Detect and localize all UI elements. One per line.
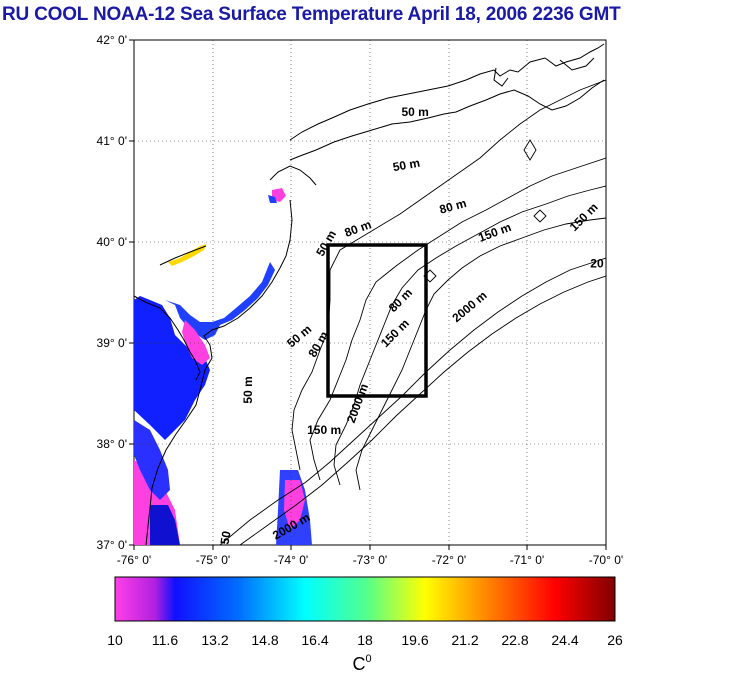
coastline <box>134 43 605 545</box>
colorbar: 10 11.6 13.2 14.8 16.4 18 19.6 21.2 22.8 24.4 26 C… <box>107 576 623 674</box>
colorbar-tick-label: 16.4 <box>301 632 328 648</box>
colorbar-tick-label: 26 <box>607 632 623 648</box>
grid <box>134 40 606 545</box>
contour-label: 50 <box>218 530 234 546</box>
colorbar-tick-label: 21.2 <box>451 632 478 648</box>
contour-label: 80 m <box>438 196 468 217</box>
contour-label: 50 m <box>402 105 429 119</box>
colorbar-tick-label: 18 <box>357 632 373 648</box>
colorbar-tick-label: 14.8 <box>251 632 278 648</box>
lat-tick-42: 42° 0' <box>97 33 127 47</box>
lon-tick-73: -73° 0' <box>353 553 387 567</box>
axis-tick-marks <box>129 39 607 550</box>
contour-label: 150 m <box>307 423 341 437</box>
lon-tick-71: -71° 0' <box>510 553 544 567</box>
lon-tick-72: -72° 0' <box>432 553 466 567</box>
colorbar-tick-label: 11.6 <box>152 632 178 648</box>
study-area-box <box>326 243 428 398</box>
lat-tick-41: 41° 0' <box>97 134 127 148</box>
lat-tick-40: 40° 0' <box>97 235 127 249</box>
lat-tick-38: 38° 0' <box>97 437 127 451</box>
colorbar-tick-label: 19.6 <box>401 632 428 648</box>
lat-tick-39: 39° 0' <box>97 336 127 350</box>
lon-tick-76: -76° 0' <box>117 553 151 567</box>
lon-tick-74: -74° 0' <box>274 553 308 567</box>
colorbar-ticks: 10 11.6 13.2 14.8 16.4 18 19.6 21.2 22.8 24.4 26 <box>107 632 623 648</box>
colorbar-tick-label: 22.8 <box>501 632 528 648</box>
lon-tick-75: -75° 0' <box>196 553 230 567</box>
lon-tick-70: -70° 0' <box>589 553 623 567</box>
colorbar-unit-label: C0 <box>352 653 371 674</box>
sst-coloured-data <box>134 188 312 545</box>
contour-label: 50 m <box>241 376 255 403</box>
colorbar-tick-label: 24.4 <box>551 632 578 648</box>
lat-tick-37: 37° 0' <box>97 538 127 552</box>
contour-label: 50 m <box>392 156 421 175</box>
latitude-labels: 42° 0' 41° 0' 40° 0' 39° 0' 38° 0' 37° 0… <box>97 33 127 552</box>
longitude-labels: -76° 0' -75° 0' -74° 0' -73° 0' -72° 0' … <box>117 553 623 567</box>
colorbar-tick-label: 10 <box>107 632 123 648</box>
contour-label: 20 <box>590 256 604 270</box>
colorbar-tick-label: 13.2 <box>201 632 228 648</box>
colorbar-gradient <box>114 576 616 622</box>
map-title: RU COOL NOAA-12 Sea Surface Temperature … <box>2 4 621 25</box>
